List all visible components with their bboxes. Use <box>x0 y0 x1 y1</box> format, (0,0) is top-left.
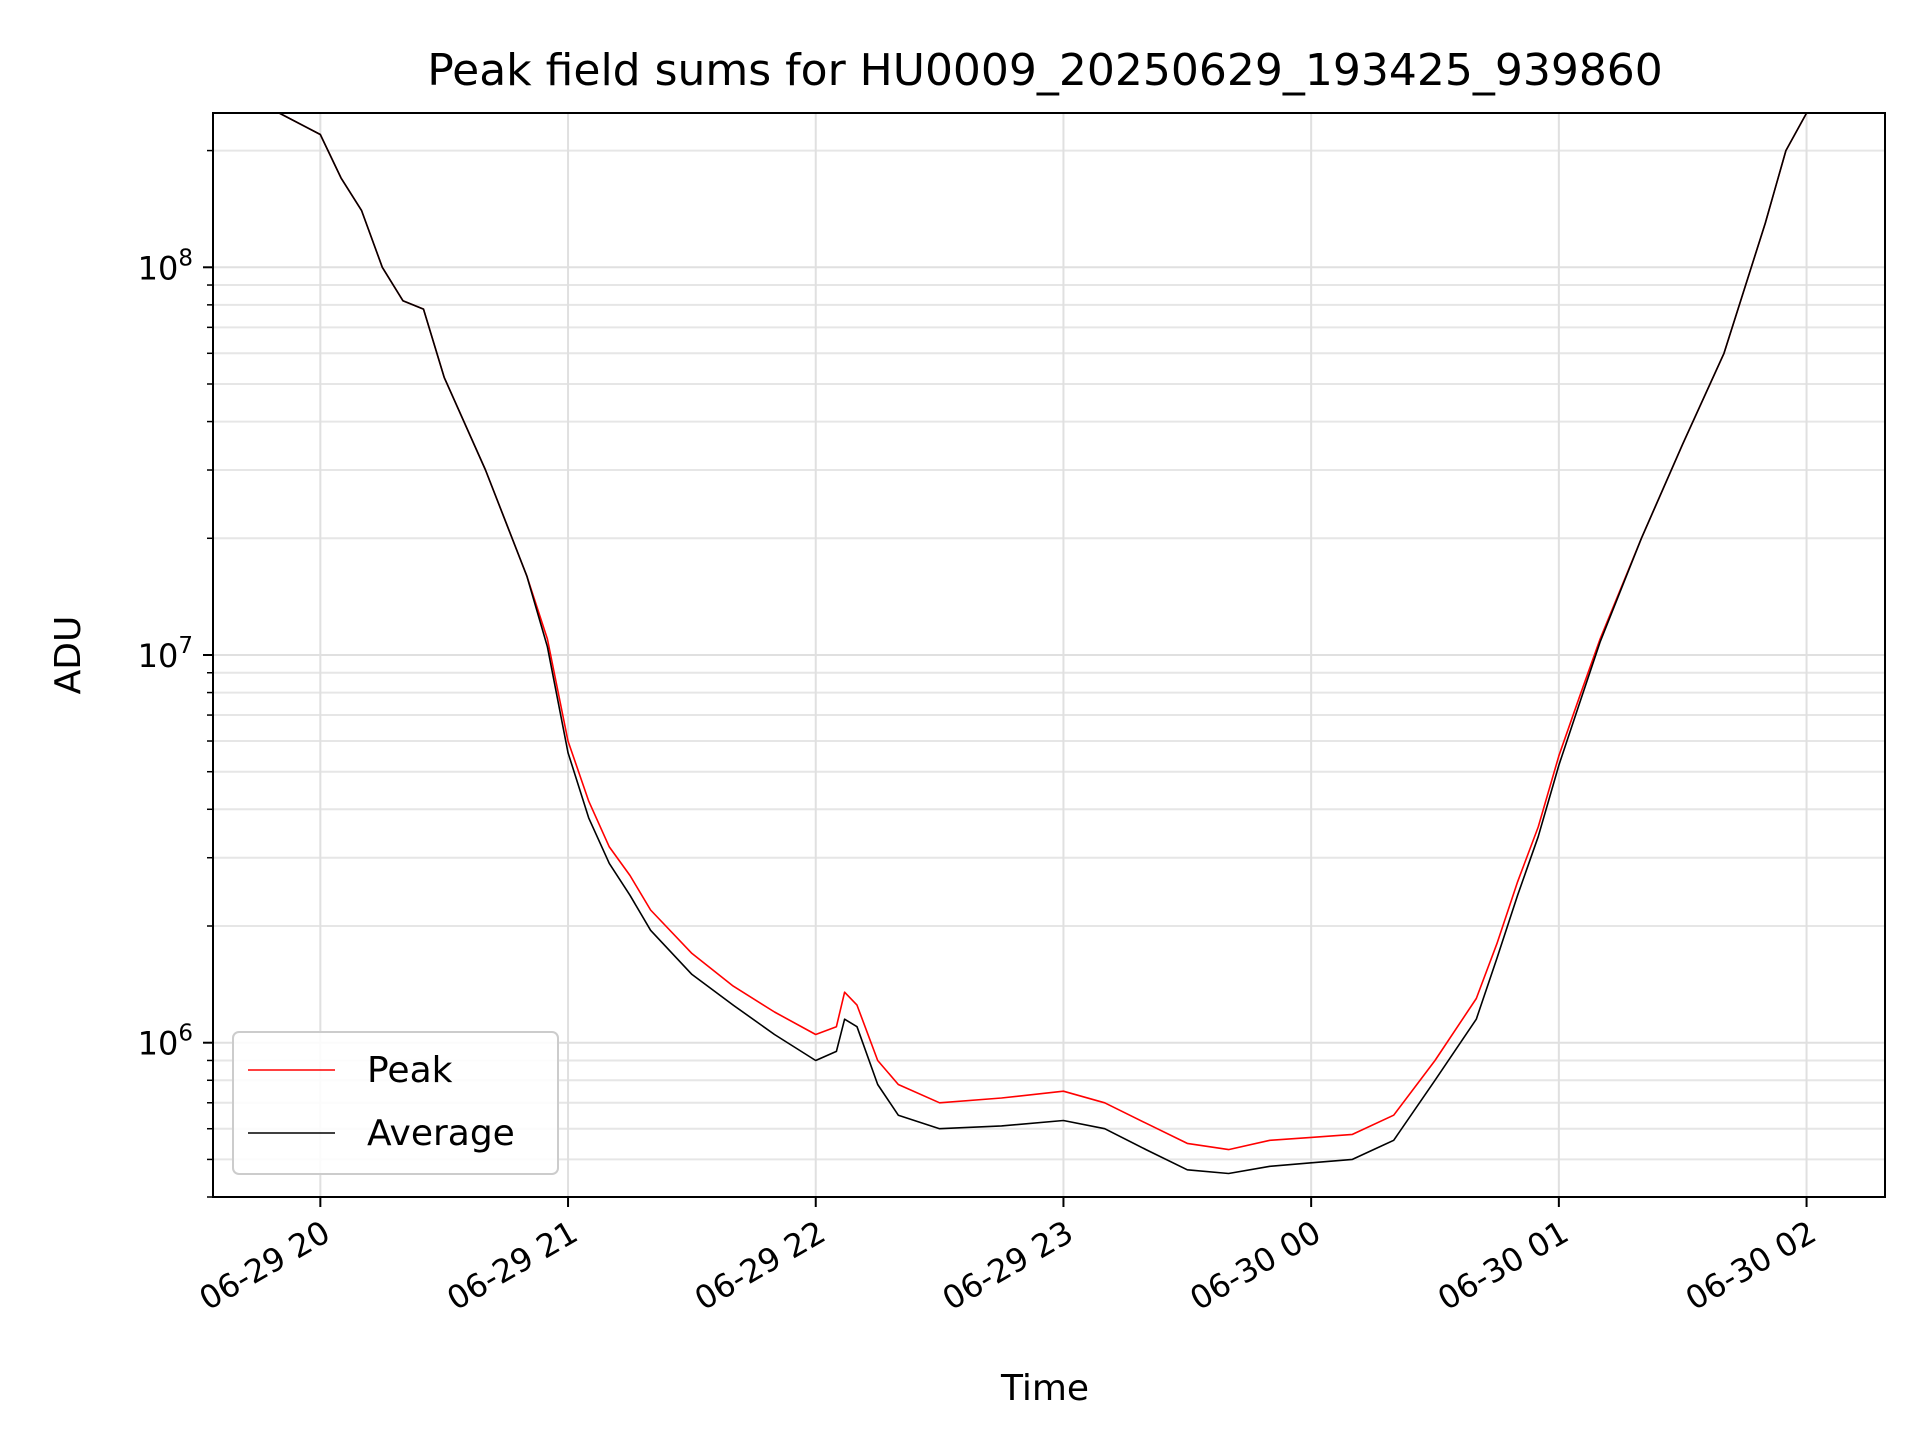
legend-box <box>232 1031 559 1175</box>
y-tick-label: 108 <box>138 245 193 287</box>
x-axis-label: Time <box>1000 1368 1089 1409</box>
series-layer <box>278 112 1808 1175</box>
legend-label-peak: Peak <box>367 1050 453 1091</box>
legend: Peak Average <box>232 1031 559 1175</box>
y-axis-label: ADU <box>48 616 89 695</box>
y-tick-label: 106 <box>138 1021 193 1063</box>
legend-label-average: Average <box>367 1113 515 1154</box>
chart-title: Peak field sums for HU0009_20250629_1934… <box>427 45 1663 96</box>
series-line-average <box>278 112 1808 1175</box>
y-tick-label: 107 <box>138 633 193 675</box>
